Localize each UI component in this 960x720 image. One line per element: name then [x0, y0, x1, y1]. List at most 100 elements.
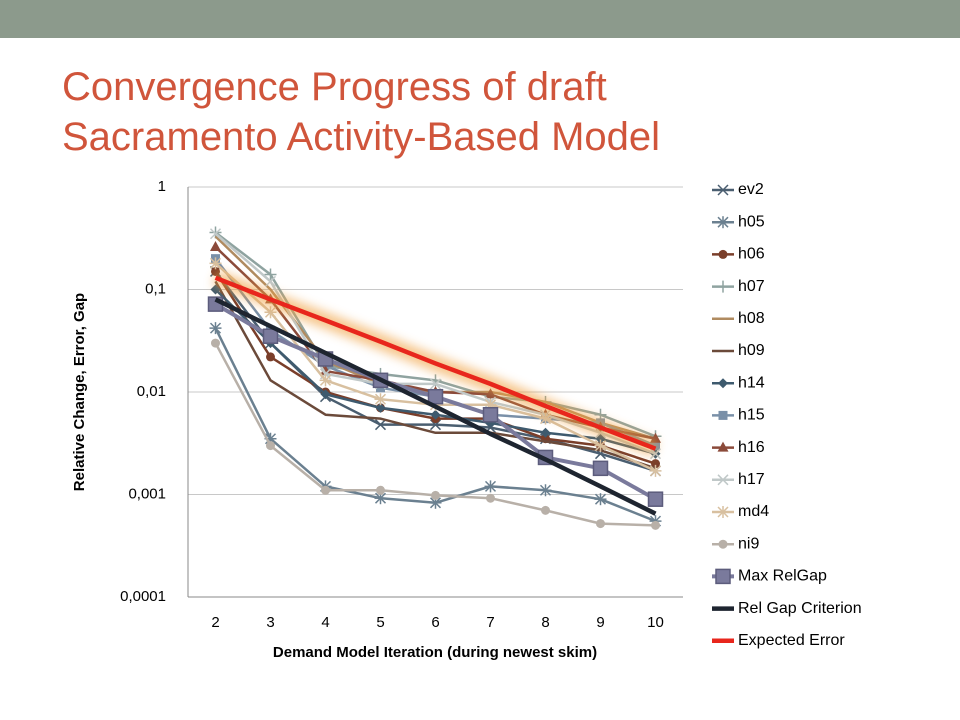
marker: [540, 427, 551, 438]
series-line: [214, 275, 657, 451]
legend-label: h14: [738, 374, 765, 391]
marker: [718, 249, 728, 259]
x-tick-label: 7: [486, 614, 494, 631]
marker-shape: [320, 389, 331, 400]
marker: [266, 441, 275, 451]
y-tick-label: 0,001: [128, 485, 166, 502]
legend-label: h16: [738, 439, 765, 456]
marker-shape: [541, 505, 550, 515]
marker: [484, 480, 497, 493]
series-line: [214, 280, 656, 470]
marker: [594, 439, 607, 452]
legend-label: md4: [738, 503, 769, 520]
y-tick-label: 0,1: [145, 280, 166, 297]
marker-shape: [718, 410, 728, 420]
marker-shape: [651, 459, 660, 469]
marker-shape: [718, 539, 728, 549]
legend-label: h17: [738, 471, 765, 488]
marker-shape: [266, 352, 275, 362]
legend-label: h15: [738, 407, 765, 424]
marker-stroke: [717, 474, 729, 486]
legend-label: Max RelGap: [738, 568, 827, 585]
marker-shape: [718, 378, 728, 389]
marker-shape: [592, 460, 609, 477]
slide-title: Sacramento Activity-Based Model: [62, 115, 660, 159]
marker-shape: [266, 441, 275, 451]
marker: [320, 389, 331, 400]
marker: [717, 474, 729, 486]
x-tick-label: 3: [266, 614, 274, 631]
marker: [431, 490, 440, 500]
slide-title: Convergence Progress of draft: [62, 65, 607, 109]
y-axis-title: Relative Change, Error, Gap: [71, 293, 88, 491]
marker: [374, 393, 387, 406]
marker: [717, 216, 729, 229]
x-tick-label: 5: [376, 614, 384, 631]
legend-label: h05: [738, 213, 765, 230]
marker: [266, 352, 275, 362]
marker-shape: [717, 441, 729, 452]
marker: [541, 505, 550, 515]
marker: [429, 378, 442, 390]
marker: [482, 406, 499, 423]
x-tick-label: 9: [596, 614, 604, 631]
marker-shape: [596, 519, 605, 529]
marker: [486, 493, 495, 503]
marker: [427, 388, 444, 405]
marker: [430, 409, 441, 420]
marker-stroke: [264, 275, 277, 287]
marker: [375, 402, 386, 413]
marker-shape: [320, 365, 331, 376]
marker: [376, 485, 385, 495]
top-band: [0, 0, 960, 38]
marker-shape: [718, 249, 728, 259]
marker: [374, 419, 387, 431]
marker: [485, 388, 496, 399]
x-axis-title: Demand Model Iteration (during newest sk…: [273, 644, 597, 661]
marker-shape: [482, 406, 499, 423]
marker: [592, 460, 609, 477]
marker: [717, 280, 729, 293]
marker-shape: [431, 490, 440, 500]
marker-shape: [430, 409, 441, 420]
marker: [320, 365, 331, 376]
marker: [539, 484, 552, 497]
marker-shape: [210, 240, 221, 251]
marker: [651, 459, 660, 469]
marker: [715, 568, 731, 585]
x-tick-label: 8: [541, 614, 549, 631]
marker: [321, 485, 330, 495]
marker: [647, 491, 664, 507]
x-tick-label: 2: [211, 614, 219, 631]
y-tick-label: 0,01: [137, 383, 166, 400]
marker-stroke: [717, 184, 729, 196]
marker: [211, 338, 220, 348]
marker-stroke: [209, 228, 222, 240]
marker-shape: [715, 568, 731, 585]
legend-label: ni9: [738, 535, 759, 552]
marker-shape: [376, 485, 385, 495]
marker-shape: [262, 328, 279, 344]
x-tick-label: 6: [431, 614, 439, 631]
legend-label: Rel Gap Criterion: [738, 600, 862, 617]
marker: [210, 240, 221, 251]
legend-label: ev2: [738, 181, 764, 198]
marker: [718, 539, 728, 549]
marker-shape: [485, 388, 496, 399]
marker: [651, 520, 660, 530]
marker: [264, 275, 277, 287]
marker-stroke: [374, 419, 387, 431]
legend-label: Expected Error: [738, 632, 845, 649]
y-tick-label: 0,0001: [120, 588, 166, 605]
x-tick-label: 4: [321, 614, 329, 631]
marker-shape: [427, 388, 444, 405]
marker: [594, 493, 607, 506]
marker-shape: [211, 338, 220, 348]
marker: [319, 374, 332, 387]
marker: [596, 519, 605, 529]
marker: [718, 378, 728, 389]
marker-shape: [375, 402, 386, 413]
legend-label: h06: [738, 246, 765, 263]
marker: [717, 184, 729, 196]
